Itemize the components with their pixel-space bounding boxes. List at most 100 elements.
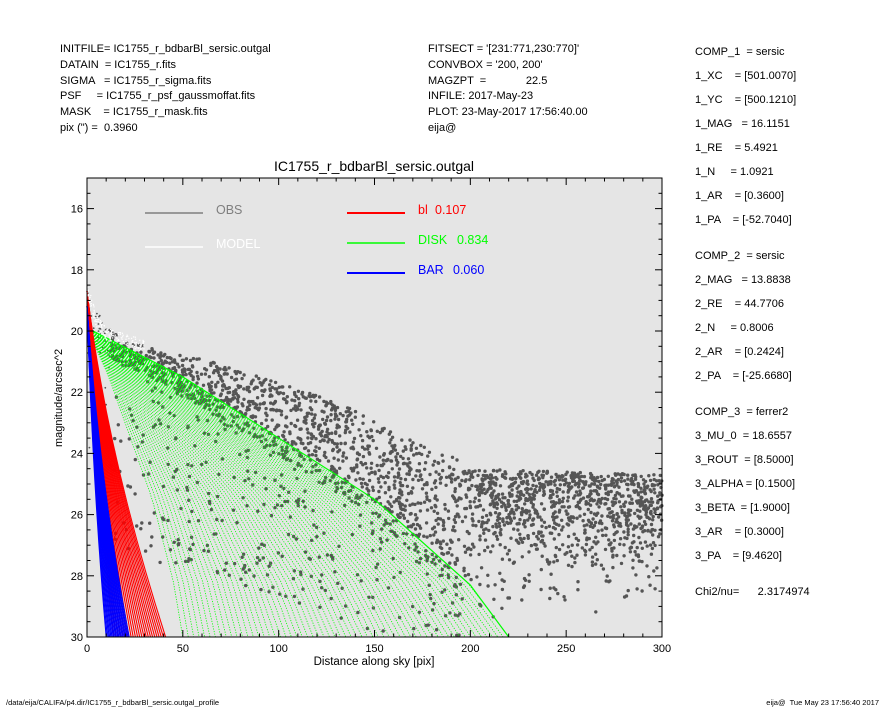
obs-point	[209, 507, 214, 512]
obs-point	[657, 479, 661, 483]
obs-point	[282, 430, 286, 434]
obs-point	[152, 511, 156, 515]
obs-point	[215, 494, 220, 499]
model-point	[111, 329, 113, 331]
obs-point	[414, 452, 419, 456]
obs-point	[264, 418, 268, 422]
obs-point	[658, 473, 662, 478]
model-point	[132, 336, 135, 338]
obs-point	[251, 402, 256, 406]
obs-point	[256, 509, 260, 513]
obs-point	[310, 436, 314, 441]
disk-model-line	[86, 327, 352, 638]
obs-point	[301, 587, 305, 591]
obs-point	[557, 501, 561, 505]
obs-point	[235, 397, 240, 401]
obs-point	[408, 461, 412, 465]
obs-point	[482, 531, 486, 535]
obs-point	[352, 436, 357, 441]
model-point	[118, 339, 120, 342]
obs-point	[435, 511, 440, 515]
obs-point	[526, 487, 530, 492]
param-row: 3_ALPHA = [0.1500]	[695, 478, 795, 490]
param-row: 1_YC = [500.1210]	[695, 94, 797, 106]
model-point	[105, 337, 107, 339]
obs-point	[356, 502, 361, 507]
obs-point	[301, 499, 305, 503]
obs-point	[219, 375, 223, 379]
obs-point	[292, 390, 297, 395]
obs-point	[433, 479, 438, 483]
obs-point	[539, 587, 543, 592]
obs-point	[441, 468, 445, 473]
obs-point	[400, 507, 404, 512]
obs-point	[252, 574, 256, 578]
obs-point	[626, 473, 630, 477]
obs-point	[197, 357, 201, 361]
obs-point	[262, 401, 266, 406]
obs-point	[518, 536, 522, 540]
obs-point	[139, 350, 143, 354]
x-tick-label: 150	[365, 643, 383, 655]
obs-point	[413, 527, 418, 531]
obs-point	[360, 445, 365, 449]
obs-point	[176, 538, 180, 542]
obs-point	[469, 472, 474, 477]
obs-point	[581, 480, 585, 484]
obs-point	[352, 466, 356, 470]
obs-point	[432, 601, 436, 606]
obs-point	[508, 477, 513, 481]
obs-point	[526, 536, 530, 540]
obs-point	[391, 519, 395, 523]
obs-point	[503, 470, 507, 474]
obs-point	[457, 538, 461, 542]
obs-point	[292, 467, 297, 471]
obs-point	[172, 413, 176, 418]
obs-point	[639, 474, 643, 479]
obs-point	[649, 552, 654, 556]
disk-model-line	[86, 327, 499, 638]
obs-point	[333, 408, 338, 413]
obs-point	[479, 604, 483, 608]
obs-point	[242, 397, 246, 401]
obs-point	[511, 476, 515, 481]
obs-point	[542, 520, 547, 524]
obs-point	[578, 514, 582, 518]
obs-point	[510, 507, 514, 512]
obs-point	[550, 505, 554, 509]
obs-point	[562, 505, 566, 509]
obs-point	[98, 315, 100, 318]
obs-point	[98, 327, 101, 330]
obs-point	[273, 401, 277, 405]
obs-point	[555, 486, 559, 491]
obs-point	[468, 505, 473, 510]
obs-point	[313, 393, 318, 398]
obs-point	[314, 399, 318, 404]
obs-point	[612, 496, 616, 501]
obs-point	[535, 512, 540, 516]
obs-point	[623, 511, 627, 515]
obs-point	[517, 498, 521, 502]
obs-point	[628, 550, 633, 554]
obs-point	[416, 501, 420, 505]
model-point	[134, 345, 136, 348]
obs-point	[441, 552, 446, 556]
obs-point	[329, 408, 334, 412]
obs-point	[532, 490, 537, 494]
obs-point	[378, 513, 382, 517]
obs-point	[630, 541, 635, 545]
obs-point	[493, 530, 497, 535]
obs-point	[616, 520, 620, 524]
obs-point	[463, 515, 468, 519]
obs-point	[387, 487, 391, 492]
obs-point	[353, 409, 358, 414]
obs-point	[493, 583, 497, 587]
obs-point	[307, 411, 311, 415]
model-point	[95, 319, 97, 321]
obs-point	[640, 496, 644, 500]
obs-point	[551, 525, 556, 530]
obs-point	[158, 560, 162, 565]
obs-point	[156, 353, 160, 357]
obs-point	[574, 482, 578, 486]
obs-point	[283, 438, 287, 442]
